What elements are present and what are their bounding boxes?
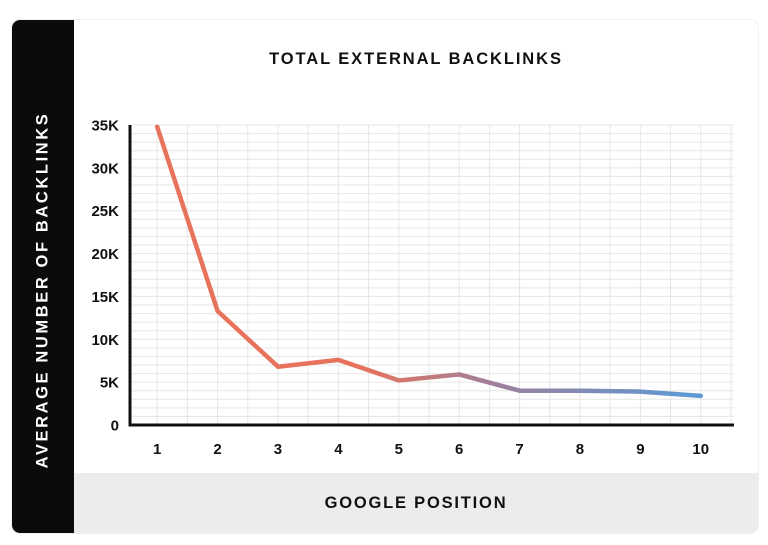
x-tick-label: 5 (395, 441, 403, 458)
x-axis-label: GOOGLE POSITION (324, 494, 508, 512)
x-tick-label: 6 (455, 441, 463, 458)
y-axis-label-band: AVERAGE NUMBER OF BACKLINKS (12, 20, 74, 533)
series-line-backlinks (154, 124, 704, 399)
y-tick-label: 15K (91, 289, 119, 306)
y-tick-label: 25K (91, 203, 119, 220)
line-chart: 0 5K 10K 15K 20K 25K 30K 35K 1 2 3 4 5 6 7 8 9 10 (91, 118, 734, 458)
x-tick-label: 2 (213, 441, 221, 458)
x-tick-label: 4 (334, 441, 343, 458)
x-tick-label: 9 (636, 441, 644, 458)
y-tick-label: 10K (91, 332, 119, 349)
y-tick-label: 5K (100, 375, 119, 392)
x-tick-label: 10 (692, 441, 709, 458)
y-tick-label: 20K (91, 246, 119, 263)
y-tick-label: 35K (91, 118, 119, 135)
x-tick-label: 1 (153, 441, 161, 458)
chart-card: AVERAGE NUMBER OF BACKLINKS TOTAL EXTERN… (12, 20, 758, 533)
x-tick-label: 8 (576, 441, 584, 458)
y-tick-label: 0 (111, 418, 119, 435)
chart-title: TOTAL EXTERNAL BACKLINKS (269, 50, 563, 68)
x-tick-label: 7 (515, 441, 523, 458)
y-tick-label: 30K (91, 160, 119, 177)
x-axis-label-band: GOOGLE POSITION (74, 473, 758, 533)
x-tick-label: 3 (274, 441, 282, 458)
